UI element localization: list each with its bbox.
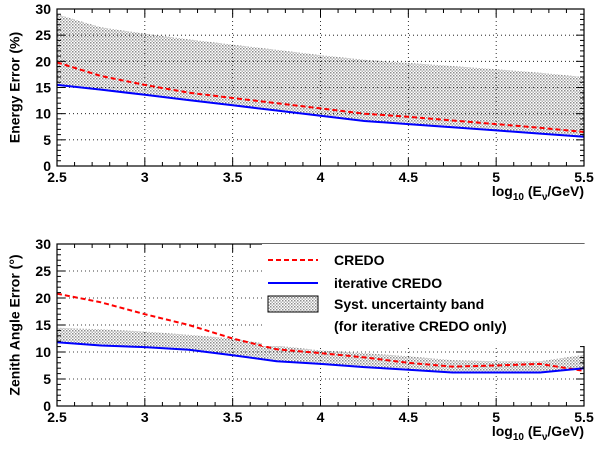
y-tick-label: 25 (35, 263, 51, 279)
x-axis-label-tail: /GeV) (547, 183, 584, 199)
series-credo-line (56, 61, 585, 133)
x-tick-label: 5.5 (574, 409, 594, 425)
y-tick-label: 0 (43, 398, 51, 414)
y-tick-label: 10 (35, 344, 51, 360)
x-axis-label-middle: (E (524, 423, 542, 439)
y-tick-label: 15 (35, 80, 51, 96)
x-axis-label: log10 (Eν/GeV) (492, 423, 584, 443)
x-axis-label-main: log (492, 183, 513, 199)
legend-swatch-band (267, 295, 319, 313)
legend-label-iterative-credo: iterative CREDO (334, 275, 442, 291)
x-tick-label: 5.5 (574, 169, 594, 185)
x-axis-label-middle: (E (524, 183, 542, 199)
x-axis-label-nu: ν (542, 432, 548, 443)
legend-label-credo: CREDO (334, 252, 385, 268)
y-tick-label: 5 (43, 371, 51, 387)
x-axis-label-subscript: 10 (513, 432, 525, 443)
y-tick-label: 15 (35, 317, 51, 333)
x-tick-label: 2.5 (47, 169, 67, 185)
syst-uncertainty-band (57, 327, 584, 373)
y-axis-label: Energy Error (%) (7, 32, 23, 143)
x-tick-label: 2.5 (47, 409, 67, 425)
y-tick-label: 5 (43, 132, 51, 148)
y-tick-label: 20 (35, 290, 51, 306)
series-iterative-credo-line (56, 341, 585, 374)
x-axis-label-subscript: 10 (513, 192, 525, 203)
x-tick-label: 5 (492, 169, 500, 185)
legend-label-note: (for iterative CREDO only) (334, 318, 507, 334)
y-tick-label: 25 (35, 27, 51, 43)
x-tick-label: 5 (492, 409, 500, 425)
y-tick-label: 10 (35, 106, 51, 122)
x-tick-label: 3 (141, 169, 149, 185)
energy-error-panel: 2.5 3 3.5 4 4.5 5 5.5 0 5 10 15 20 25 30 Energy Error… (7, 1, 594, 203)
series-credo-line (56, 292, 585, 372)
x-tick-label: 3.5 (223, 169, 243, 185)
x-axis-label-main: log (492, 423, 513, 439)
x-axis-label: log10 (Eν/GeV) (492, 183, 584, 203)
x-tick-label: 4 (317, 409, 325, 425)
series-iterative-credo-line (56, 83, 585, 138)
y-tick-label: 0 (43, 158, 51, 174)
y-tick-label: 30 (35, 1, 51, 17)
legend-label-band: Syst. uncertainty band (334, 296, 484, 312)
x-tick-label: 4.5 (399, 169, 419, 185)
x-axis-label-tail: /GeV) (547, 423, 584, 439)
y-tick-label: 30 (35, 236, 51, 252)
x-tick-label: 3 (141, 409, 149, 425)
y-axis-label: Zenith Angle Error (°) (7, 254, 23, 395)
x-tick-label: 4 (317, 169, 325, 185)
x-axis-label-nu: ν (542, 192, 548, 203)
x-tick-label: 4.5 (399, 409, 419, 425)
syst-uncertainty-band (57, 14, 584, 137)
x-tick-label: 3.5 (223, 409, 243, 425)
legend: CREDO iterative CREDO Syst. uncertainty … (262, 244, 592, 346)
y-tick-label: 20 (35, 53, 51, 69)
